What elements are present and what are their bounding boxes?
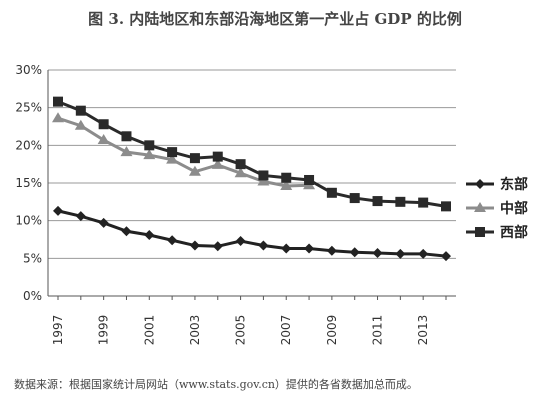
data-point bbox=[75, 211, 86, 222]
x-tick-label: 1999 bbox=[97, 315, 111, 346]
data-point bbox=[53, 205, 63, 216]
legend-label: 西部 bbox=[500, 224, 528, 241]
x-tick-label: 2005 bbox=[234, 315, 248, 346]
data-point bbox=[167, 147, 178, 158]
data-point bbox=[418, 197, 429, 208]
data-point bbox=[349, 193, 360, 204]
x-tick-label: 1997 bbox=[51, 315, 65, 346]
data-point bbox=[258, 170, 269, 181]
data-point bbox=[121, 131, 132, 142]
legend-marker bbox=[474, 202, 486, 212]
data-point bbox=[372, 196, 383, 207]
source-note: 数据来源：根据国家统计局网站（www.stats.gov.cn）提供的各省数据加… bbox=[14, 378, 418, 391]
series-diamond bbox=[53, 205, 451, 262]
data-point bbox=[188, 165, 201, 176]
data-point bbox=[280, 180, 293, 191]
tick-labels: 0% 5% 10% 15% 20% 25% 30% 1997 1999 2001 2003 2005 2… bbox=[15, 63, 430, 345]
data-point bbox=[441, 201, 451, 212]
y-tick-label: 20% bbox=[15, 138, 42, 152]
data-point bbox=[281, 243, 292, 254]
data-point bbox=[304, 243, 315, 254]
data-point bbox=[235, 236, 246, 247]
series-square bbox=[53, 96, 451, 212]
legend-label: 东部 bbox=[500, 176, 528, 193]
data-point bbox=[189, 240, 200, 251]
x-tick-label: 2001 bbox=[142, 315, 156, 346]
data-point bbox=[74, 119, 87, 130]
x-tick-label: 2013 bbox=[416, 315, 430, 346]
data-point bbox=[53, 96, 63, 107]
data-point bbox=[418, 248, 429, 259]
data-point bbox=[326, 245, 337, 256]
y-tick-label: 5% bbox=[23, 251, 42, 265]
data-point bbox=[98, 119, 109, 130]
data-point bbox=[98, 217, 109, 228]
data-point bbox=[189, 153, 200, 164]
series-layer bbox=[52, 96, 451, 262]
y-tick-label: 10% bbox=[15, 214, 42, 228]
series-line bbox=[57, 209, 447, 258]
x-tick-label: 2009 bbox=[325, 315, 339, 346]
data-point bbox=[258, 240, 269, 251]
data-point bbox=[304, 174, 315, 185]
grid-lines bbox=[48, 69, 456, 297]
legend-marker bbox=[475, 179, 485, 189]
data-point bbox=[167, 235, 178, 246]
data-point bbox=[235, 159, 246, 170]
data-point bbox=[211, 158, 224, 169]
series-triangle bbox=[52, 112, 316, 191]
data-point bbox=[75, 105, 86, 116]
y-tick-label: 0% bbox=[23, 289, 42, 303]
legend-label: 中部 bbox=[500, 200, 528, 217]
x-tick-label: 2003 bbox=[188, 315, 202, 346]
data-point bbox=[441, 251, 451, 262]
data-point bbox=[121, 226, 132, 237]
data-point bbox=[395, 196, 406, 207]
data-point bbox=[326, 187, 337, 198]
y-tick-label: 15% bbox=[15, 176, 42, 190]
data-point bbox=[97, 134, 110, 145]
y-tick-label: 25% bbox=[15, 101, 42, 115]
data-point bbox=[166, 153, 179, 164]
x-tick-label: 2007 bbox=[279, 315, 293, 346]
data-point bbox=[395, 248, 406, 259]
data-point bbox=[257, 175, 270, 186]
data-point bbox=[281, 172, 292, 183]
y-tick-label: 30% bbox=[15, 63, 42, 77]
data-point bbox=[144, 140, 155, 151]
legend-marker bbox=[475, 227, 485, 237]
axes bbox=[47, 70, 456, 300]
data-point bbox=[212, 241, 223, 252]
chart-title: 图 3. 内陆地区和东部沿海地区第一产业占 GDP 的比例 bbox=[88, 10, 462, 28]
series-line bbox=[57, 100, 447, 208]
data-point bbox=[120, 146, 133, 157]
data-point bbox=[212, 151, 223, 162]
data-point bbox=[143, 149, 156, 160]
data-point bbox=[372, 248, 383, 259]
data-point bbox=[234, 167, 247, 178]
x-tick-label: 2011 bbox=[371, 315, 385, 346]
data-point bbox=[52, 112, 64, 123]
data-point bbox=[349, 247, 360, 258]
data-point bbox=[144, 229, 155, 240]
